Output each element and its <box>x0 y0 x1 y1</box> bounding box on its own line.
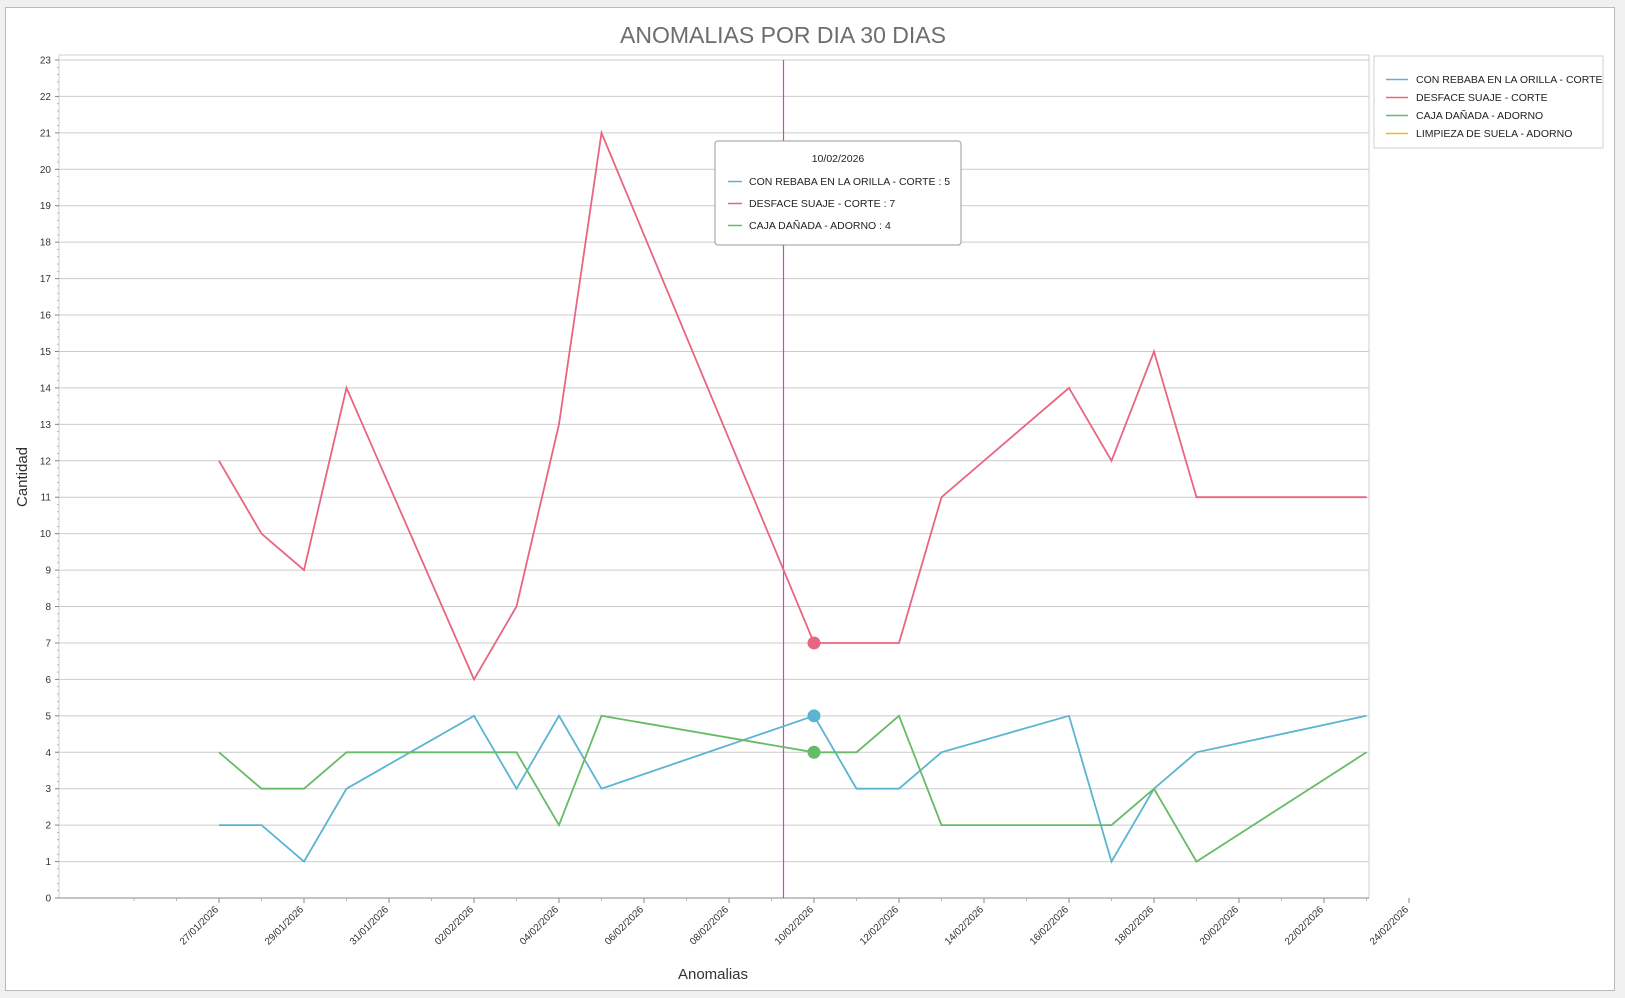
y-tick-label: 3 <box>45 784 51 795</box>
line-chart: ANOMALIAS POR DIA 30 DIAS 01234567891011… <box>14 22 1604 983</box>
y-tick-label: 6 <box>45 675 51 686</box>
tooltip-items: CON REBABA EN LA ORILLA - CORTE : 5 DESFA… <box>728 176 950 232</box>
grid-lines <box>59 59 1369 899</box>
y-tick-label: 23 <box>40 56 52 67</box>
x-tick-label: 14/02/2026 <box>943 904 986 947</box>
tooltip-item-text: CAJA DAÑADA - ADORNO : 4 <box>749 219 891 232</box>
x-tick-label: 20/02/2026 <box>1198 904 1241 947</box>
y-tick-label: 16 <box>40 311 52 322</box>
hover-markers <box>807 636 821 759</box>
y-tick-label: 14 <box>40 383 52 394</box>
y-tick-label: 0 <box>45 894 51 905</box>
y-tick-label: 4 <box>45 748 51 759</box>
x-tick-label: 31/01/2026 <box>348 904 391 947</box>
x-tick-label: 29/01/2026 <box>263 904 306 947</box>
hover-marker-1 <box>807 709 821 723</box>
x-tick-label: 27/01/2026 <box>178 904 221 947</box>
y-tick-label: 17 <box>40 274 52 285</box>
y-tick-label: 1 <box>45 857 51 868</box>
legend-box <box>1373 55 1604 149</box>
y-tick-label: 2 <box>45 821 51 832</box>
y-tick-label: 18 <box>40 238 52 249</box>
x-tick-label: 08/02/2026 <box>688 904 731 947</box>
plot-area <box>58 54 1370 899</box>
tooltip-item-text: CON REBABA EN LA ORILLA - CORTE : 5 <box>749 176 950 188</box>
x-axis: 27/01/2026 29/01/2026 31/01/2026 02/02/2026… <box>59 897 1411 948</box>
y-tick-label: 9 <box>45 566 51 577</box>
y-tick-label: 11 <box>41 493 52 504</box>
legend-item-label: LIMPIEZA DE SUELA - ADORNO <box>1416 128 1572 140</box>
x-tick-label: 16/02/2026 <box>1028 904 1071 947</box>
x-tick-label: 02/02/2026 <box>433 904 476 947</box>
legend-item-label: DESFACE SUAJE - CORTE <box>1416 92 1548 104</box>
y-tick-label: 19 <box>40 201 52 212</box>
x-tick-label: 24/02/2026 <box>1368 904 1411 947</box>
x-tick-label: 04/02/2026 <box>518 904 561 947</box>
x-tick-label: 22/02/2026 <box>1283 904 1326 947</box>
y-tick-label: 5 <box>45 711 51 722</box>
tooltip-item-text: DESFACE SUAJE - CORTE : 7 <box>749 198 895 210</box>
hover-marker-3 <box>807 745 821 759</box>
legend-item-label: CAJA DAÑADA - ADORNO <box>1416 109 1543 122</box>
legend-items[interactable]: CON REBABA EN LA ORILLA - CORTE DESFACE S… <box>1386 74 1603 140</box>
tooltip-title: 10/02/2026 <box>812 153 865 165</box>
y-tick-label: 21 <box>40 128 52 139</box>
y-tick-label: 15 <box>40 347 52 358</box>
tooltip: 10/02/2026 CON REBABA EN LA ORILLA - COR… <box>714 140 962 246</box>
x-tick-label: 10/02/2026 <box>773 904 816 947</box>
y-tick-label: 22 <box>40 92 52 103</box>
x-tick-label: 18/02/2026 <box>1113 904 1156 947</box>
y-tick-label: 8 <box>45 602 51 613</box>
y-axis-title: Cantidad <box>14 447 31 507</box>
hover-marker-2 <box>807 636 821 650</box>
chart-title: ANOMALIAS POR DIA 30 DIAS <box>620 22 946 48</box>
chart-frame: ANOMALIAS POR DIA 30 DIAS 0 1 2 3 4 5 6 7 8 9 10 11… <box>5 7 1615 991</box>
y-tick-label: 12 <box>40 456 52 467</box>
x-axis-title: Anomalias <box>678 966 748 983</box>
legend-item-label: CON REBABA EN LA ORILLA - CORTE <box>1416 74 1603 86</box>
y-tick-label: 7 <box>45 638 51 649</box>
y-tick-label: 10 <box>40 529 52 540</box>
x-tick-label: 12/02/2026 <box>858 904 901 947</box>
legend[interactable]: CON REBABA EN LA ORILLA - CORTE DESFACE S… <box>1373 55 1604 149</box>
y-tick-label: 13 <box>40 420 52 431</box>
tooltip-box <box>714 140 962 246</box>
y-tick-label: 20 <box>40 165 52 176</box>
x-tick-label: 06/02/2026 <box>603 904 646 947</box>
